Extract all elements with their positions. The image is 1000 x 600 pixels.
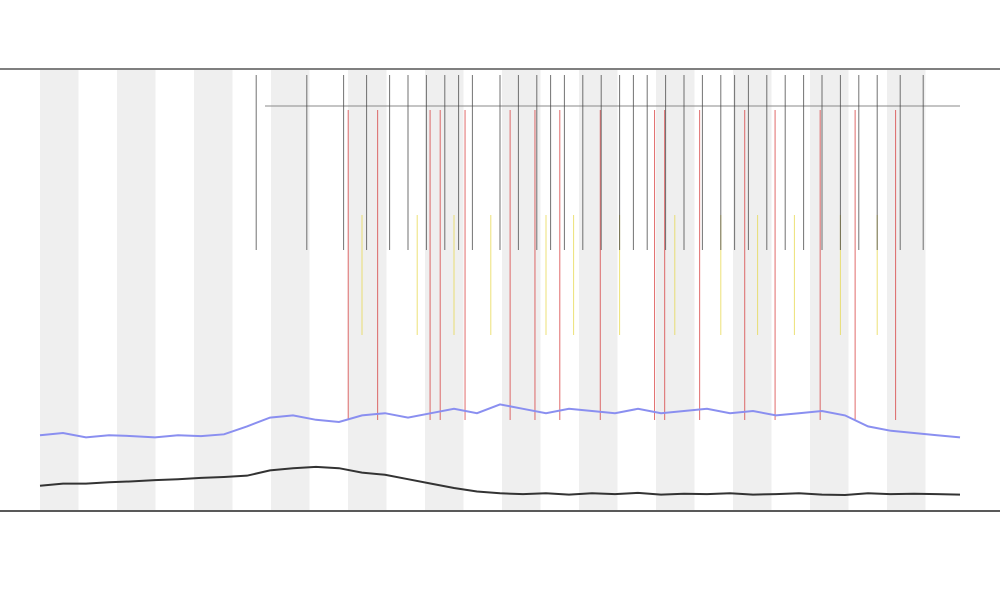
band xyxy=(117,70,156,510)
band xyxy=(194,70,233,510)
band xyxy=(425,70,464,510)
band xyxy=(579,70,618,510)
background-bands xyxy=(40,70,926,510)
band xyxy=(810,70,849,510)
series-line xyxy=(39,465,961,497)
band xyxy=(733,70,772,510)
series-line xyxy=(39,403,961,439)
band xyxy=(887,70,926,510)
band xyxy=(348,70,387,510)
band xyxy=(40,70,79,510)
band xyxy=(502,70,541,510)
band xyxy=(271,70,310,510)
